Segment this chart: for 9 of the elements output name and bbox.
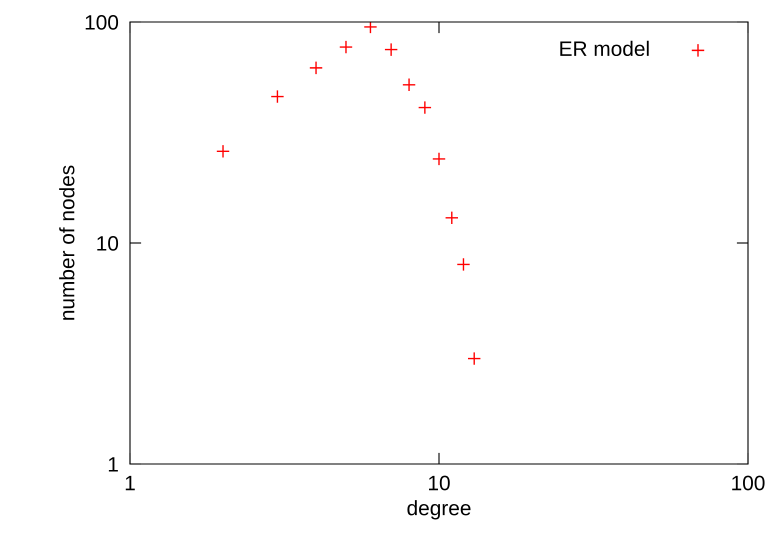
legend-label: ER model (560, 40, 649, 56)
y-axis-title: number of nodes (59, 166, 74, 320)
x-axis-title: degree (407, 500, 471, 520)
x-tick-label: 100 (732, 476, 765, 490)
x-tick-label: 1 (126, 476, 135, 490)
y-tick-label: 100 (86, 15, 118, 30)
y-tick-label: 10 (97, 236, 118, 251)
x-tick-label: 10 (429, 476, 450, 490)
y-tick-label: 1 (108, 457, 118, 472)
